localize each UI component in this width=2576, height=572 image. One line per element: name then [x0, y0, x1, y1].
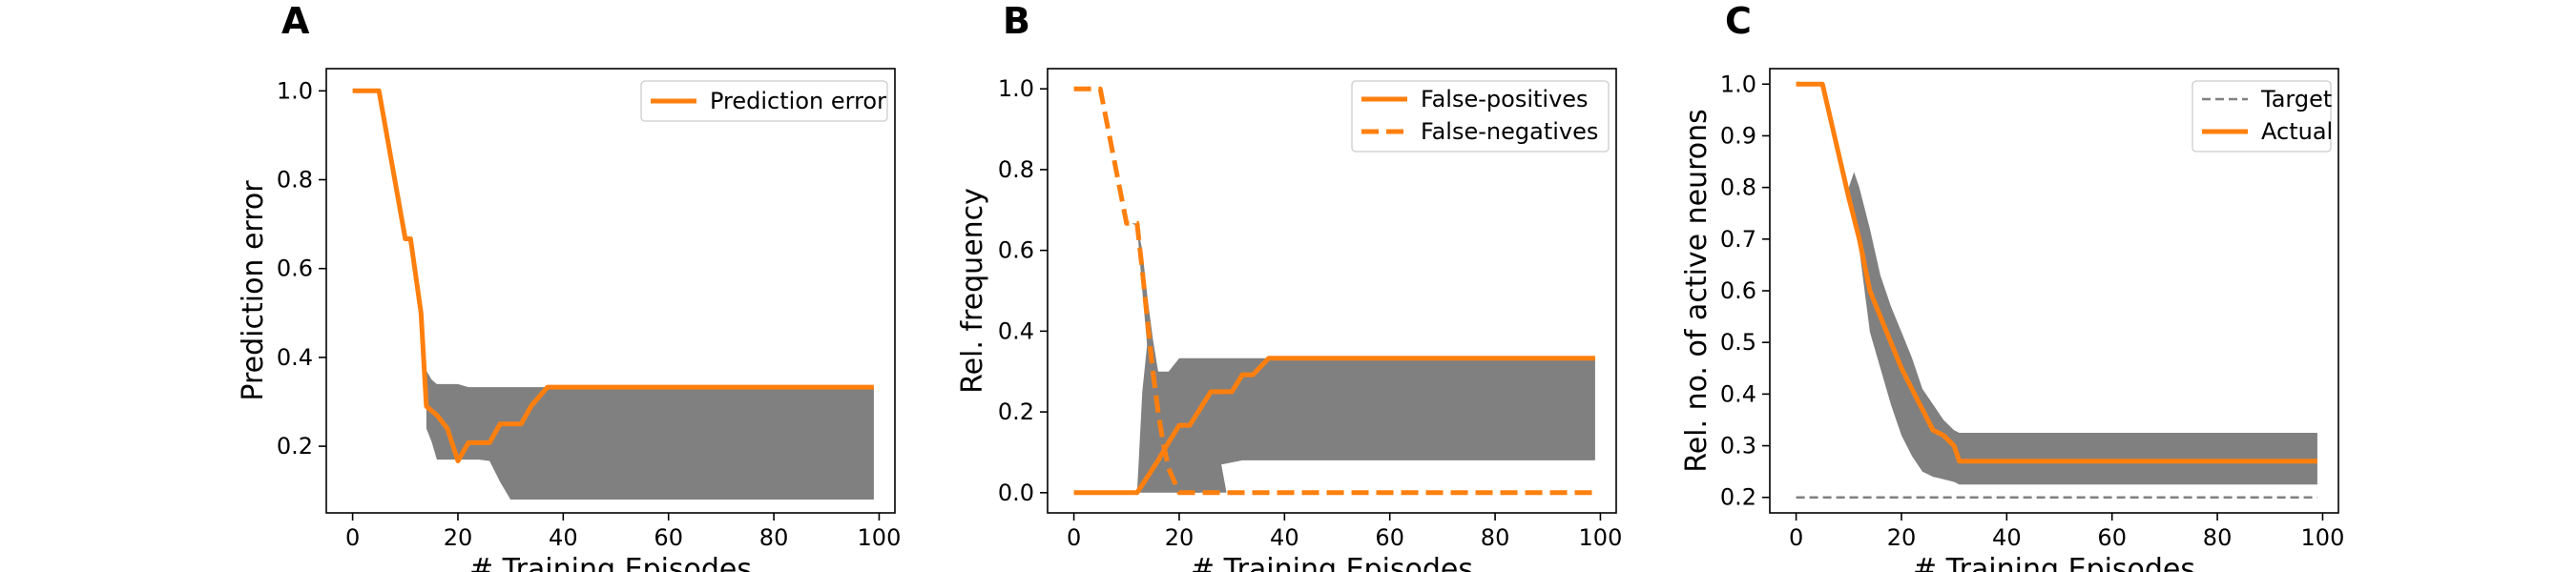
error-band [1132, 223, 1595, 493]
y-tick-label: 1.0 [998, 75, 1034, 102]
x-axis-label: # Training Episodes [1191, 553, 1473, 572]
legend: Prediction error [640, 80, 888, 122]
ticks: 0 20 40 60 80 100 0.2 0.3 0.4 0.5 0.6 0.7 0.8 0.9 1.0 [1720, 71, 2345, 551]
y-tick-label: 0.6 [1720, 277, 1756, 304]
x-tick-label: 80 [1481, 524, 1510, 551]
panel-letter-c: C [1725, 0, 1752, 42]
x-tick-label: 0 [345, 524, 360, 551]
y-tick-label: 0.6 [277, 255, 313, 282]
y-tick-label: 0.6 [998, 237, 1034, 264]
x-tick-label: 100 [2301, 524, 2345, 551]
panel-b: B 0 20 40 60 80 100 0.0 0.2 0.4 0.6 0.8 1.0 # Train… [956, 0, 1622, 572]
y-tick-label: 0.9 [1720, 122, 1756, 149]
legend-label-prediction-error: Prediction error [710, 88, 886, 114]
y-axis-label: Prediction error [237, 180, 270, 401]
x-tick-label: 80 [759, 524, 789, 551]
x-axis-label: # Training Episodes [1913, 553, 2195, 572]
x-tick-label: 20 [1165, 524, 1195, 551]
y-tick-label: 0.4 [998, 317, 1034, 344]
legend-box [640, 80, 888, 122]
panel-letter-b: B [1003, 0, 1030, 42]
error-band [1848, 172, 2317, 485]
y-tick-label: 1.0 [1720, 71, 1756, 97]
series-line-prediction-error [352, 88, 874, 463]
series-line-actual [1796, 81, 2317, 464]
axes-frame [325, 68, 896, 514]
variance-band-0 [1136, 338, 1595, 493]
y-tick-label: 0.5 [1720, 329, 1756, 356]
y-tick-label: 0.8 [1720, 174, 1756, 201]
x-tick-label: 0 [1789, 524, 1803, 551]
y-tick-label: 0.2 [1720, 484, 1756, 511]
variance-band-1 [1132, 223, 1227, 493]
legend-label-actual: Actual [2261, 118, 2333, 145]
y-tick-label: 0.8 [277, 167, 313, 194]
y-tick-label: 0.2 [998, 398, 1034, 425]
legend: Target Actual [2192, 80, 2333, 153]
variance-band-0 [426, 370, 874, 500]
panel-letter-a: A [281, 0, 310, 42]
x-tick-label: 60 [2097, 524, 2127, 551]
x-tick-label: 60 [1375, 524, 1404, 551]
legend-box [1351, 80, 1610, 153]
x-tick-label: 0 [1067, 524, 1081, 551]
x-tick-label: 40 [1270, 524, 1299, 551]
y-tick-label: 1.0 [277, 77, 313, 104]
panel-c: C 0 20 40 60 80 100 0.2 0.3 0.4 0.5 0.6 0.7 0.8 0.9 1.… [1680, 0, 2344, 572]
x-tick-label: 20 [1887, 524, 1917, 551]
legend-label-false-positives: False-positives [1421, 86, 1589, 112]
y-axis-label: Rel. frequency [956, 188, 989, 394]
ticks: 0 20 40 60 80 100 0.2 0.4 0.6 0.8 1.0 [277, 77, 902, 551]
series-line-false-positives [1073, 356, 1595, 496]
series-lines [1073, 86, 1595, 496]
legend-label-target: Target [2260, 86, 2332, 112]
x-tick-label: 100 [858, 524, 902, 551]
x-tick-label: 40 [1992, 524, 2022, 551]
series-line-false-negatives [1073, 86, 1595, 496]
y-tick-label: 0.0 [998, 480, 1034, 506]
error-band [426, 370, 874, 500]
series-lines [1796, 81, 2317, 499]
y-tick-label: 0.3 [1720, 433, 1756, 460]
y-tick-label: 0.4 [277, 344, 313, 371]
x-axis-label: # Training Episodes [469, 553, 752, 572]
x-tick-label: 20 [444, 524, 473, 551]
y-tick-label: 0.4 [1720, 380, 1756, 407]
ticks: 0 20 40 60 80 100 0.0 0.2 0.4 0.6 0.8 1.0 [998, 75, 1623, 551]
y-tick-label: 0.8 [998, 156, 1034, 183]
y-axis-label: Rel. no. of active neurons [1680, 109, 1714, 473]
x-tick-label: 40 [549, 524, 578, 551]
legend-label-false-negatives: False-negatives [1421, 118, 1598, 145]
series-lines [352, 88, 874, 463]
x-tick-label: 60 [654, 524, 683, 551]
legend: False-positives False-negatives [1351, 80, 1610, 153]
axes-frame [1047, 68, 1617, 514]
panel-a: A 0 20 40 60 80 100 0.2 0.4 0.6 0.8 1.0 # Training… [237, 0, 901, 572]
y-tick-label: 0.2 [277, 433, 313, 460]
y-tick-label: 0.7 [1720, 226, 1756, 253]
x-tick-label: 100 [1579, 524, 1623, 551]
variance-band-0 [1848, 172, 2317, 485]
x-tick-label: 80 [2203, 524, 2233, 551]
